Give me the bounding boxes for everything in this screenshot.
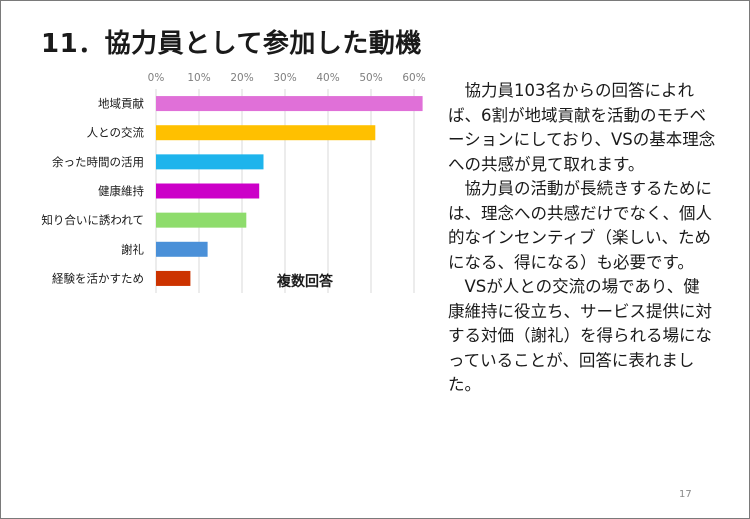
bar-5 xyxy=(156,212,247,228)
bar-chart: 0% 10% 20% 30% 40% 50% 60% 地域貢献人との交流余った時間の活用健康… xyxy=(41,72,426,293)
body-paragraph-3: VSが人との交流の場であり、健康維持に役立ち、サービス提供に対する対価（謝礼）を… xyxy=(448,277,712,394)
category-label: 地域貢献 xyxy=(98,97,144,111)
body-paragraph-2: 協力員の活動が長続きするためには、理念への共感だけでなく、個人的なインセンティブ… xyxy=(448,179,712,272)
x-tick-label: 60% xyxy=(402,72,425,84)
page-number: 17 xyxy=(679,489,692,500)
bar-6 xyxy=(156,241,208,257)
category-label: 余った時間の活用 xyxy=(52,155,144,169)
bar-1 xyxy=(156,96,423,112)
body-text: 協力員103名からの回答によれば、6割が地域貢献を活動のモチベーションにしており… xyxy=(448,79,716,398)
category-label: 健康維持 xyxy=(98,184,144,198)
body-paragraph-1: 協力員103名からの回答によれば、6割が地域貢献を活動のモチベーションにしており… xyxy=(448,81,716,174)
bar-7 xyxy=(156,270,191,286)
x-axis-ticks: 0% 10% 20% 30% 40% 50% 60% xyxy=(148,72,426,84)
x-tick-label: 20% xyxy=(230,72,253,84)
bars xyxy=(156,96,423,286)
bar-2 xyxy=(156,125,376,141)
x-tick-label: 30% xyxy=(273,72,296,84)
slide-title: 11．協力員として参加した動機 xyxy=(41,29,422,59)
bar-4 xyxy=(156,183,260,199)
x-tick-label: 10% xyxy=(187,72,210,84)
category-label: 謝礼 xyxy=(121,242,144,256)
x-tick-label: 40% xyxy=(316,72,339,84)
category-label: 知り合いに誘われて xyxy=(41,213,144,227)
category-label: 経験を活かすため xyxy=(52,271,144,285)
chart-annotation: 複数回答 xyxy=(276,273,334,290)
x-tick-label: 50% xyxy=(359,72,382,84)
x-tick-label: 0% xyxy=(148,72,165,84)
category-label: 人との交流 xyxy=(87,126,145,140)
bar-3 xyxy=(156,154,264,170)
